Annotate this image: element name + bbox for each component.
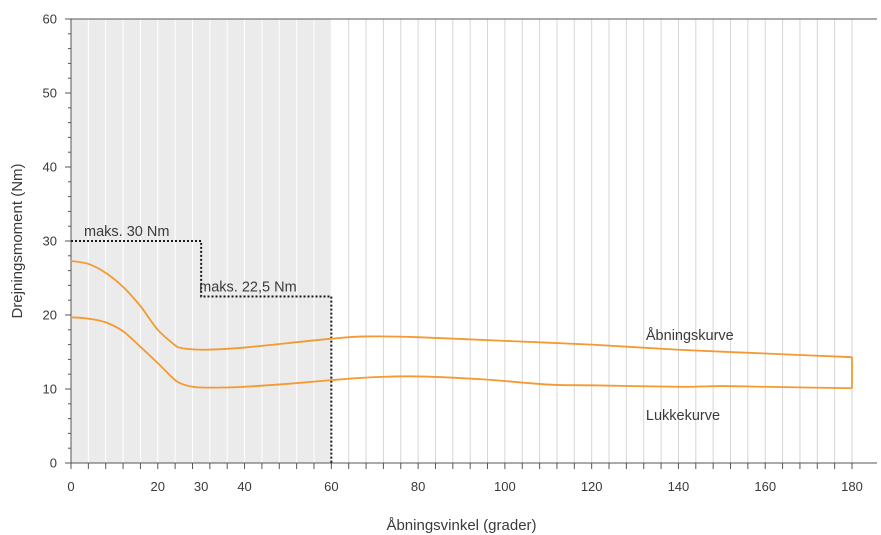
- opening-curve: [70, 260, 853, 359]
- closing-curve: [70, 316, 853, 390]
- x-tick-label: 20: [151, 479, 165, 494]
- max-30-annotation: maks. 30 Nm: [84, 224, 169, 240]
- x-tick-label: 180: [841, 479, 863, 494]
- max-torque-limit-line: [71, 240, 333, 463]
- y-tick-label: 50: [43, 86, 57, 101]
- y-axis-title: Drejningsmoment (Nm): [9, 163, 26, 318]
- y-tick-label: 0: [50, 456, 57, 471]
- x-tick-label: 60: [324, 479, 338, 494]
- x-tick-label: 160: [754, 479, 776, 494]
- closing-curve-label: Lukkekurve: [646, 408, 720, 424]
- x-tick-label: 30: [194, 479, 208, 494]
- x-tick-label: 100: [494, 479, 516, 494]
- opening-curve-label: Åbningskurve: [646, 327, 734, 344]
- x-tick-label: 80: [411, 479, 425, 494]
- x-tick-label: 120: [581, 479, 603, 494]
- y-tick-label: 20: [43, 308, 57, 323]
- y-tick-label: 10: [43, 382, 57, 397]
- shaded-region: [71, 19, 332, 463]
- y-tick-label: 30: [43, 234, 57, 249]
- x-axis-title: Åbningsvinkel (grader): [386, 517, 536, 534]
- x-tick-label: 0: [67, 479, 74, 494]
- x-tick-label: 140: [668, 479, 690, 494]
- y-tick-label: 60: [43, 12, 57, 27]
- max-22-5-annotation: maks. 22,5 Nm: [199, 280, 297, 296]
- y-tick-label: 40: [43, 160, 57, 175]
- x-tick-label: 40: [237, 479, 251, 494]
